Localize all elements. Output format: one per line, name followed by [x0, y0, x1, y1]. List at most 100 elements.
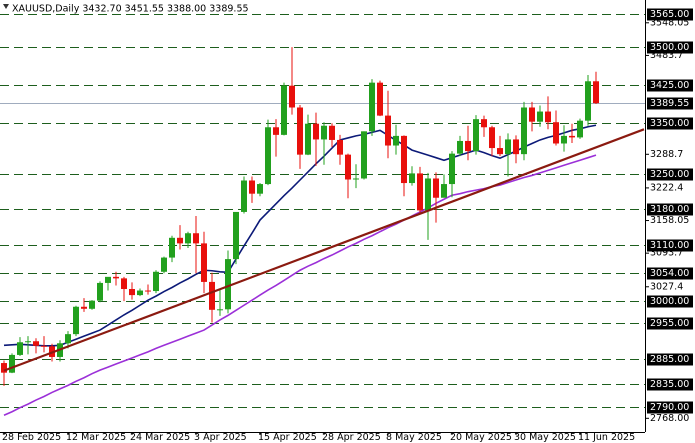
- candle-body: [361, 131, 367, 179]
- candle-body: [145, 290, 151, 292]
- moving-average: [3, 124, 597, 347]
- x-tick-label: 8 May 2025: [386, 432, 442, 443]
- candle-body: [513, 139, 519, 155]
- candle-body: [225, 259, 231, 310]
- candle-body: [41, 345, 47, 347]
- level-label-box: [647, 295, 693, 308]
- candle-body: [137, 290, 143, 296]
- level-label-box: [647, 353, 693, 366]
- candle-body: [193, 233, 199, 244]
- candle-body: [289, 85, 295, 108]
- level-label: 3054.00: [650, 268, 689, 279]
- candle-body: [337, 139, 343, 155]
- candle-body: [201, 243, 207, 282]
- y-tick-label: 3093.7: [650, 248, 683, 259]
- candle-body: [505, 139, 511, 155]
- candle-body: [441, 184, 447, 198]
- candle-body: [377, 82, 383, 116]
- level-label-box: [647, 378, 693, 391]
- candle-body: [457, 140, 463, 154]
- level-label-box: [647, 401, 693, 414]
- candle-body: [249, 180, 255, 194]
- level-label: 2955.00: [650, 318, 689, 329]
- level-label-box: [647, 41, 693, 54]
- candle-body: [489, 127, 495, 149]
- candle-body: [553, 122, 559, 144]
- level-label-box: [647, 8, 693, 21]
- current-price-label: 3389.55: [650, 98, 689, 109]
- candle-body: [33, 341, 39, 346]
- candle-body: [537, 111, 543, 122]
- candle-body: [153, 271, 159, 292]
- x-tick-label: 11 Jun 2025: [578, 432, 635, 443]
- current-price-box: [647, 97, 693, 110]
- level-label: 3000.00: [650, 296, 689, 307]
- candle-body: [297, 107, 303, 155]
- candle-body: [393, 135, 399, 146]
- y-tick-label: 3483.7: [650, 50, 683, 61]
- level-label: 2835.00: [650, 379, 689, 390]
- candle-body: [121, 278, 127, 290]
- level-label-box: [647, 317, 693, 330]
- candle-body: [345, 154, 351, 180]
- candle-body: [233, 211, 239, 260]
- trendline: [3, 128, 645, 372]
- candle-body: [521, 107, 527, 155]
- candle-body: [257, 184, 263, 194]
- y-tick-label: 3158.05: [650, 215, 689, 226]
- candle-body: [81, 306, 87, 309]
- candle-body: [305, 123, 311, 155]
- candle-body: [473, 119, 479, 152]
- candle-body: [89, 300, 95, 309]
- level-label-box: [647, 203, 693, 216]
- x-tick-label: 24 Mar 2025: [130, 432, 190, 443]
- candle-body: [353, 178, 359, 180]
- candle-body: [321, 125, 327, 140]
- level-label: 3565.00: [650, 9, 689, 20]
- x-tick-label: 28 Apr 2025: [322, 432, 381, 443]
- candle-body: [425, 178, 431, 211]
- level-label: 3350.00: [650, 118, 689, 129]
- x-tick-label: 20 May 2025: [450, 432, 512, 443]
- level-label-box: [647, 117, 693, 130]
- level-label-box: [647, 267, 693, 280]
- level-label-box: [647, 168, 693, 181]
- candle-body: [313, 123, 319, 140]
- candle-body: [129, 289, 135, 296]
- candle-body: [161, 257, 167, 272]
- level-label: 3425.00: [650, 80, 689, 91]
- candle-body: [561, 135, 567, 144]
- candle-body: [545, 111, 551, 123]
- level-label: 3180.00: [650, 204, 689, 215]
- candle-body: [65, 334, 71, 344]
- symbol-icon: [3, 4, 9, 9]
- candle-body: [169, 237, 175, 258]
- y-tick-label: 3288.7: [650, 149, 683, 160]
- level-label-box: [647, 239, 693, 252]
- candle-body: [281, 85, 287, 135]
- level-label: 2790.00: [650, 402, 689, 413]
- level-label: 3500.00: [650, 42, 689, 53]
- y-tick-label: 3222.4: [650, 182, 683, 193]
- level-label: 2885.00: [650, 354, 689, 365]
- candle-body: [97, 282, 103, 301]
- candle-body: [241, 180, 247, 212]
- candle-body: [401, 135, 407, 184]
- candle-body: [449, 153, 455, 185]
- candle-body: [585, 81, 591, 121]
- candle-body: [265, 127, 271, 185]
- x-tick-label: 30 May 2025: [514, 432, 576, 443]
- level-label: 3250.00: [650, 169, 689, 180]
- candle-body: [529, 107, 535, 122]
- candle-body: [17, 342, 23, 355]
- candle-body: [417, 173, 423, 211]
- y-tick-label: 3548.05: [650, 17, 689, 28]
- y-tick-label: 2768.00: [650, 413, 689, 424]
- x-tick-label: 12 Mar 2025: [66, 432, 126, 443]
- candle-body: [409, 173, 415, 184]
- candle-body: [177, 237, 183, 244]
- candle-body: [217, 309, 223, 311]
- x-tick-label: 15 Apr 2025: [258, 432, 317, 443]
